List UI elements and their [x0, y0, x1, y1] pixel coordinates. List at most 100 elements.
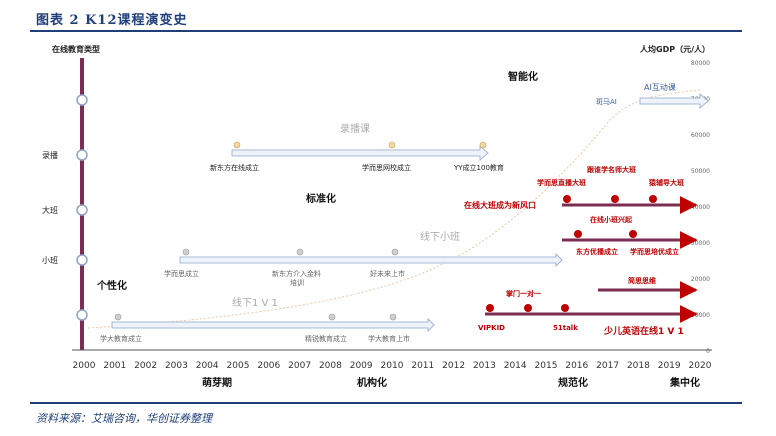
event-xdf-gold-line: 新东方介入金料 — [272, 269, 321, 278]
event-xdf-youneng: 东方优播成立 — [576, 247, 618, 256]
stage-label-embryonic: 萌芽期 — [202, 376, 232, 389]
event-marker — [328, 313, 336, 321]
year-tick-label: 2003 — [165, 361, 188, 371]
year-tick-label: 2016 — [565, 361, 588, 371]
event-marker — [486, 304, 494, 312]
offline-1v1-markers — [114, 313, 397, 321]
band-label-recorded: 录播课 — [340, 122, 370, 135]
event-marker — [629, 230, 637, 238]
event-gaotu: 跟谁学名师大班 — [587, 165, 636, 174]
event-marker — [391, 248, 399, 256]
year-labels: 2000 2001 2002 2003 2004 2005 2006 2007 2008 2009… — [73, 361, 712, 371]
event-xueda-ipo: 学大教育上市 — [368, 334, 410, 343]
gdp-tick-label: 40000 — [691, 204, 710, 211]
year-tick-label: 2019 — [658, 361, 681, 371]
event-online-big-wind: 在线大班成为新风口 — [464, 200, 536, 210]
year-tick-label: 2001 — [103, 361, 126, 371]
event-haoweilai: 好未来上市 — [370, 269, 405, 278]
event-jiliang: 掌门一对一 — [506, 289, 541, 298]
event-vipkid: VIPKID — [478, 324, 505, 332]
gdp-tick-label: 80000 — [691, 60, 710, 67]
gdp-tick-label: 10000 — [691, 312, 710, 319]
event-marker — [524, 304, 532, 312]
event-marker — [649, 195, 657, 203]
offline-1v1-arrow — [111, 318, 435, 332]
year-tick-label: 2017 — [596, 361, 619, 371]
source-note: 资料来源：艾瑞咨询，华创证券整理 — [36, 412, 212, 425]
online-big-markers — [563, 195, 657, 203]
recorded-markers — [233, 141, 487, 149]
online-small-markers — [574, 230, 637, 238]
axis-node — [76, 309, 88, 321]
event-english-1v1: 少儿英语在线1 V 1 — [603, 325, 684, 337]
recorded-arrow — [231, 145, 489, 161]
event-jingrui: 精锐教育成立 — [305, 334, 347, 343]
gdp-trend-line — [87, 89, 701, 329]
event-marker — [611, 195, 619, 203]
year-tick-label: 2011 — [411, 361, 434, 371]
event-marker — [182, 248, 190, 256]
offline-small-arrow — [179, 253, 563, 267]
gdp-tick-label: 0 — [706, 348, 710, 355]
year-tick-label: 2015 — [535, 361, 558, 371]
gdp-tick-label: 50000 — [691, 168, 710, 175]
event-marker — [114, 313, 122, 321]
gdp-tick-label: 20000 — [691, 276, 710, 283]
event-xdf-gold: 新东方介入金料培训 — [272, 269, 321, 287]
event-marker — [574, 230, 582, 238]
band-label-ai: AI互动课 — [644, 82, 676, 92]
event-zebra-ai: 斑马AI — [596, 97, 617, 106]
figure-title: 图表 2 K12课程演变史 — [36, 13, 188, 28]
event-online-small-rise: 在线小班兴起 — [590, 215, 633, 224]
axis-node — [76, 204, 88, 216]
event-xueda-founded: 学大教育成立 — [100, 334, 142, 343]
event-marker — [296, 248, 304, 256]
axis-node — [76, 149, 88, 161]
event-marker — [479, 141, 487, 149]
year-tick-label: 2004 — [196, 361, 219, 371]
theme-standard: 标准化 — [305, 192, 336, 205]
year-tick-label: 2008 — [319, 361, 342, 371]
event-kidult: 学而思直播大班 — [537, 178, 586, 187]
year-tick-label: 2007 — [288, 361, 311, 371]
event-marker — [563, 195, 571, 203]
year-tick-label: 2000 — [73, 361, 96, 371]
event-xdf-online: 新东方在线成立 — [210, 163, 259, 172]
gdp-tick-label: 60000 — [691, 132, 710, 139]
axis-node — [76, 254, 88, 266]
event-xueersi-online: 学而思网校成立 — [362, 163, 411, 172]
year-tick-label: 2020 — [689, 361, 712, 371]
level-label-small-class: 小班 — [42, 255, 58, 265]
year-tick-label: 2005 — [227, 361, 250, 371]
gdp-axis-title: 人均GDP（元/人） — [640, 44, 710, 54]
year-tick-label: 2018 — [627, 361, 650, 371]
event-xdf-gold-line: 培训 — [290, 278, 304, 287]
event-marker — [561, 304, 569, 312]
event-marker — [388, 141, 396, 149]
event-marker — [233, 141, 241, 149]
gdp-tick-label: 30000 — [691, 240, 710, 247]
axis-nodes — [76, 94, 88, 321]
band-label-offline-small: 线下小班 — [420, 230, 460, 243]
event-xueersi-founded: 学而思成立 — [164, 269, 199, 278]
stage-label-concentrated: 集中化 — [669, 376, 700, 389]
event-youdao: 猿辅导大班 — [648, 178, 684, 187]
yaxis-title: 在线教育类型 — [52, 44, 100, 54]
level-label-big-class: 大班 — [42, 205, 58, 215]
year-tick-label: 2014 — [504, 361, 527, 371]
footer-rule — [30, 402, 742, 404]
online-1v1-markers — [486, 304, 569, 312]
theme-personal: 个性化 — [96, 279, 127, 292]
band-label-offline-1v1: 线下1 V 1 — [232, 296, 278, 309]
level-label-recorded: 录播 — [42, 150, 58, 160]
header-rule — [30, 30, 742, 32]
stage-label-standardized: 规范化 — [558, 376, 588, 389]
year-tick-label: 2009 — [350, 361, 373, 371]
event-yy100: YY成立100教育 — [453, 163, 504, 172]
year-tick-label: 2010 — [381, 361, 404, 371]
event-leyan: 简思思维 — [628, 276, 656, 285]
theme-smart: 智能化 — [508, 70, 538, 83]
event-51talk: 51talk — [553, 324, 578, 332]
event-marker — [389, 313, 397, 321]
